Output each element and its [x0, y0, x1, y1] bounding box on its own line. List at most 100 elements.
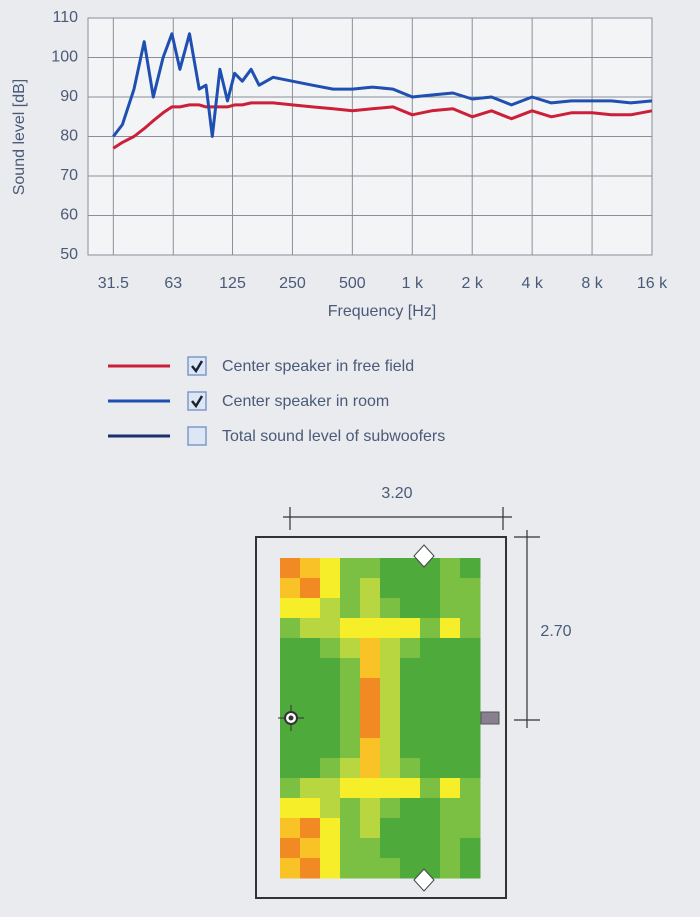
heat-cell	[460, 818, 481, 839]
heat-cell	[380, 718, 401, 739]
heat-cell	[280, 818, 301, 839]
heat-cell	[440, 718, 461, 739]
legend-checkbox[interactable]	[187, 426, 207, 446]
heat-cell	[320, 838, 341, 859]
heat-cell	[280, 738, 301, 759]
heat-cell	[380, 838, 401, 859]
heat-cell	[280, 838, 301, 859]
heat-cell	[360, 738, 381, 759]
legend-label: Center speaker in room	[222, 393, 389, 410]
checkmark[interactable]	[191, 360, 204, 374]
legend-checkbox[interactable]	[187, 356, 207, 376]
heat-cell	[360, 838, 381, 859]
heat-cell	[400, 618, 421, 639]
heat-cell	[400, 638, 421, 659]
heat-cell	[340, 678, 361, 699]
heat-cell	[440, 778, 461, 799]
heat-cell	[420, 638, 441, 659]
heat-cell	[400, 778, 421, 799]
heat-cell	[460, 738, 481, 759]
heat-cell	[300, 798, 321, 819]
heat-cell	[280, 678, 301, 699]
heat-cell	[340, 618, 361, 639]
heat-cell	[360, 758, 381, 779]
room-depth: 2.70	[540, 623, 571, 640]
heat-cell	[280, 798, 301, 819]
heat-cell	[400, 558, 421, 579]
heat-cell	[440, 838, 461, 859]
heat-cell	[460, 718, 481, 739]
heat-cell	[280, 658, 301, 679]
checkmark[interactable]	[191, 395, 204, 409]
heat-cell	[320, 618, 341, 639]
subwoofer-icon	[480, 711, 500, 725]
heat-cell	[380, 618, 401, 639]
heat-cell	[280, 618, 301, 639]
heat-cell	[400, 858, 421, 879]
heat-cell	[300, 618, 321, 639]
heat-cell	[460, 758, 481, 779]
heat-cell	[340, 798, 361, 819]
heat-cell	[420, 838, 441, 859]
heat-cell	[380, 658, 401, 679]
heat-cell	[320, 578, 341, 599]
heat-cell	[340, 578, 361, 599]
heat-cell	[320, 718, 341, 739]
heat-cell	[300, 558, 321, 579]
heat-cell	[420, 778, 441, 799]
heat-cell	[320, 758, 341, 779]
listener-marker	[413, 868, 435, 892]
heat-cell	[300, 818, 321, 839]
heat-cell	[400, 658, 421, 679]
heat-cell	[440, 618, 461, 639]
heat-cell	[320, 798, 341, 819]
heat-cell	[360, 778, 381, 799]
heat-cell	[360, 798, 381, 819]
heat-cell	[360, 658, 381, 679]
heat-cell	[280, 638, 301, 659]
heat-cell	[360, 698, 381, 719]
heat-cell	[300, 658, 321, 679]
heat-cell	[380, 598, 401, 619]
heat-cell	[360, 718, 381, 739]
heat-cell	[360, 638, 381, 659]
heat-cell	[420, 818, 441, 839]
heat-cell	[420, 578, 441, 599]
heat-cell	[280, 758, 301, 779]
heat-cell	[440, 598, 461, 619]
heat-cell	[340, 758, 361, 779]
heat-cell	[320, 818, 341, 839]
heat-cell	[440, 738, 461, 759]
heat-cell	[340, 558, 361, 579]
heat-cell	[380, 558, 401, 579]
heat-cell	[440, 678, 461, 699]
heat-cell	[340, 738, 361, 759]
heat-cell	[280, 778, 301, 799]
heat-cell	[420, 718, 441, 739]
heat-cell	[340, 698, 361, 719]
heat-cell	[460, 838, 481, 859]
heat-cell	[320, 778, 341, 799]
heat-cell	[360, 558, 381, 579]
heat-cell	[320, 598, 341, 619]
heat-cell	[400, 818, 421, 839]
heat-cell	[460, 778, 481, 799]
heat-cell	[420, 618, 441, 639]
heat-cell	[360, 598, 381, 619]
y-tick-label: 60	[60, 207, 78, 224]
heat-cell	[380, 818, 401, 839]
heat-cell	[300, 718, 321, 739]
heat-cell	[360, 678, 381, 699]
legend-checkbox[interactable]	[187, 391, 207, 411]
heat-cell	[400, 698, 421, 719]
heat-cell	[380, 738, 401, 759]
heat-cell	[440, 698, 461, 719]
x-tick-label: 31.5	[98, 275, 129, 292]
heat-cell	[320, 738, 341, 759]
heat-cell	[400, 578, 421, 599]
heat-cell	[300, 758, 321, 779]
heat-cell	[460, 658, 481, 679]
series-line	[112, 101, 653, 150]
heat-cell	[380, 758, 401, 779]
